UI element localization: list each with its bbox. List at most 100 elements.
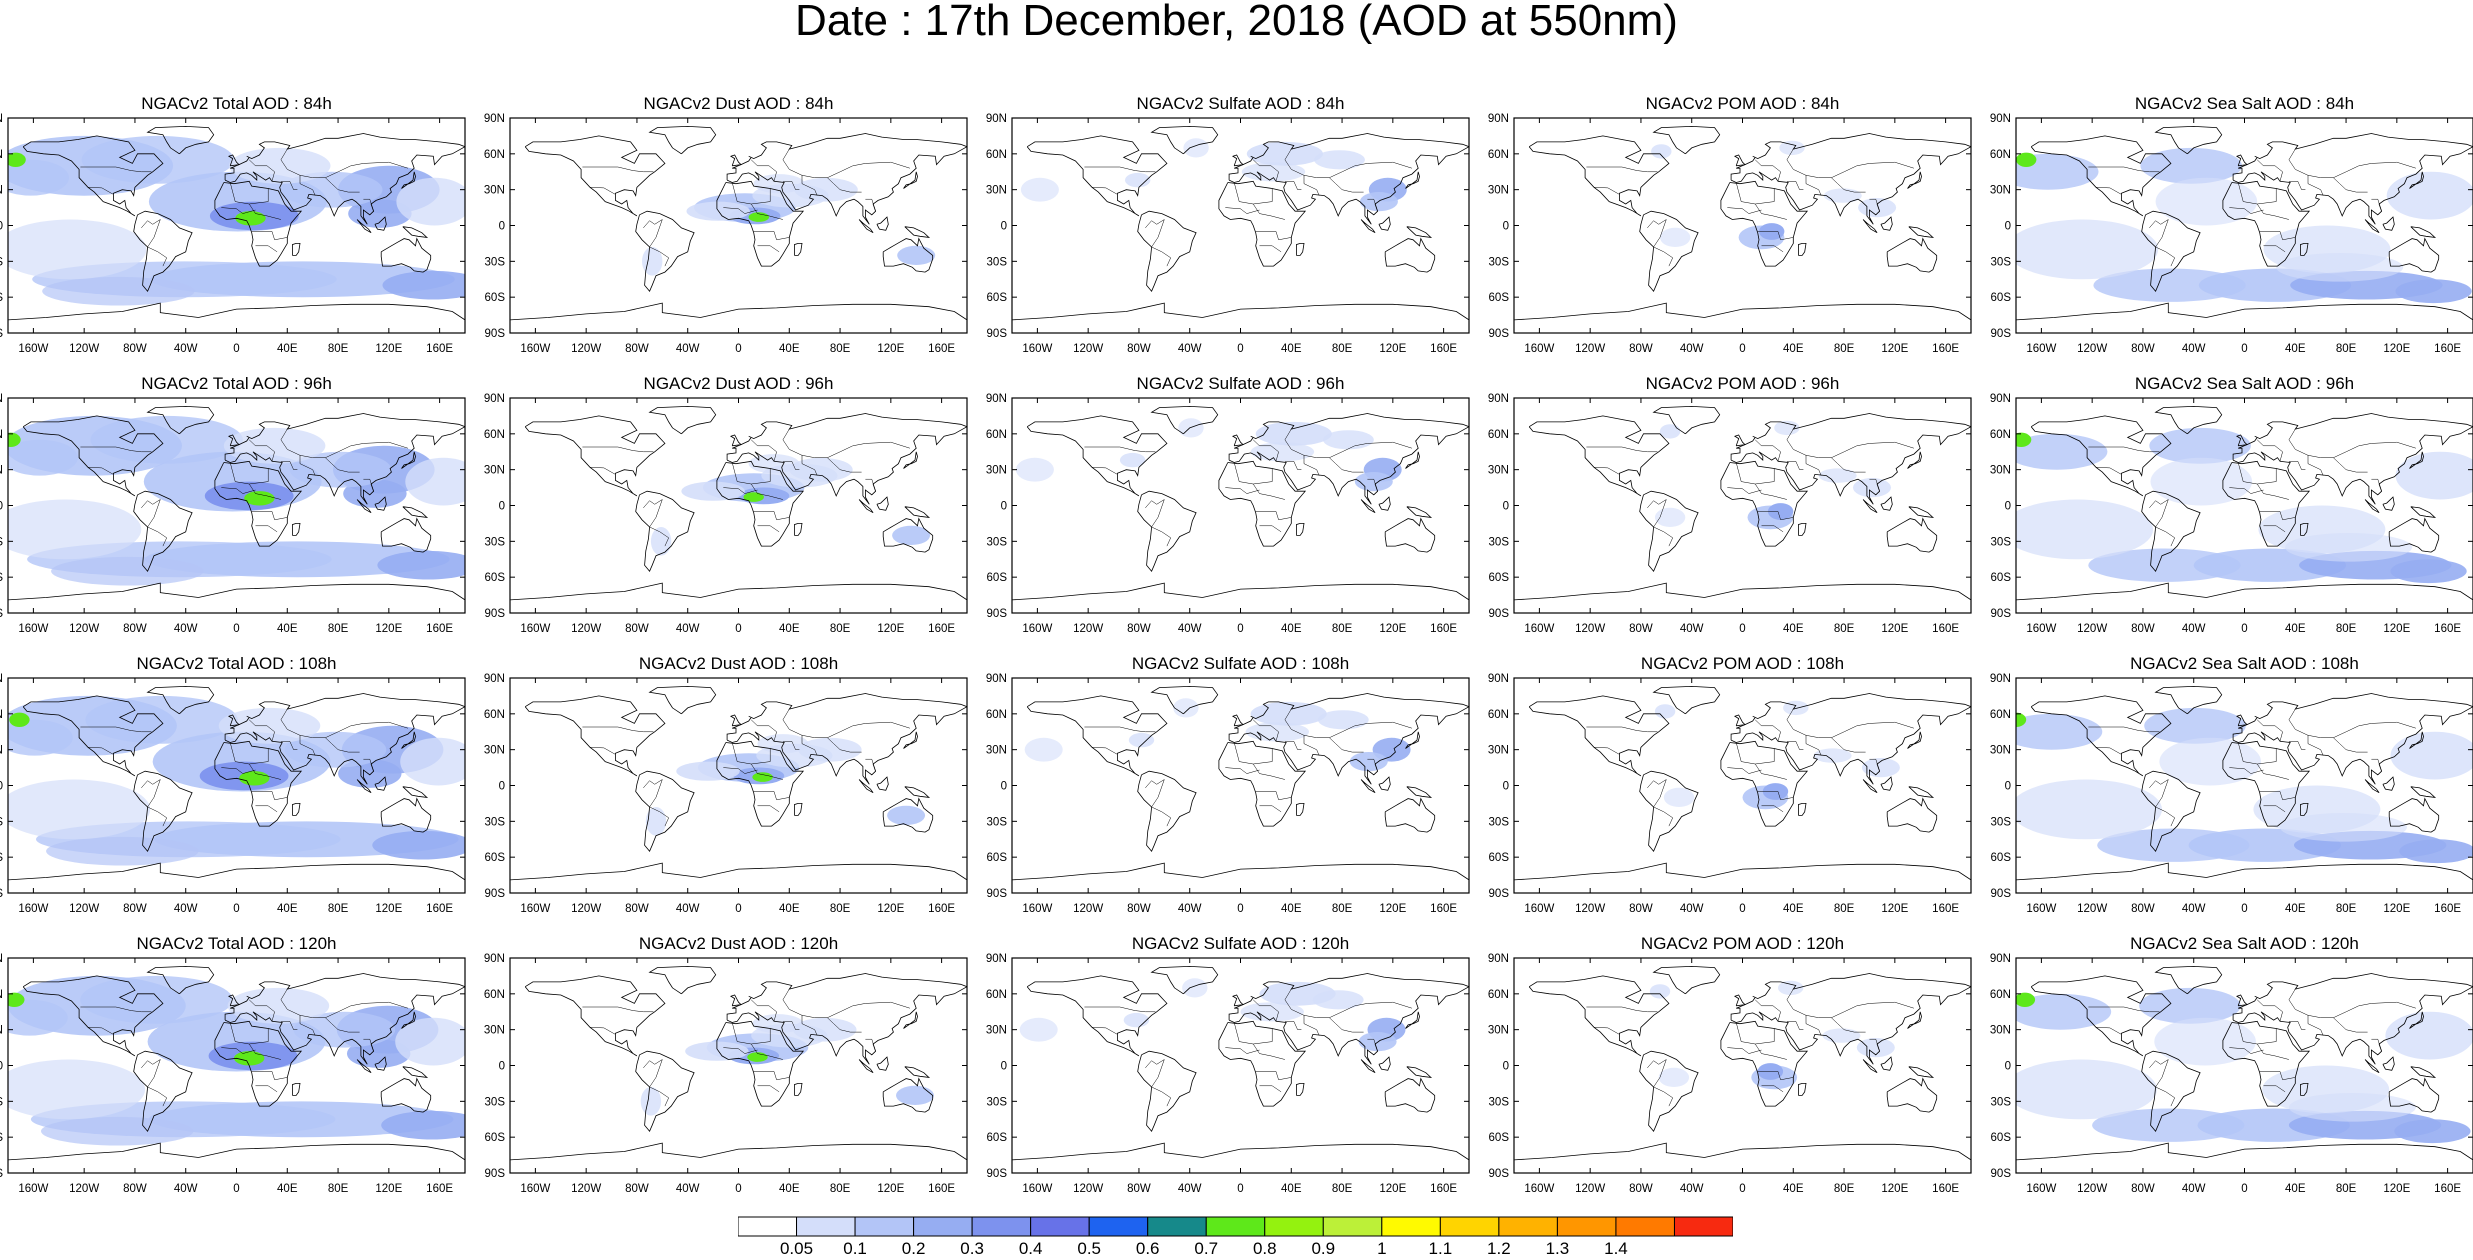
lat-label: 60N — [484, 429, 505, 441]
lon-label: 80E — [1332, 1183, 1353, 1195]
lon-label: 40E — [779, 903, 800, 915]
country-border — [1225, 487, 1260, 494]
country-border — [147, 1059, 161, 1088]
coastline — [8, 862, 465, 881]
coastline — [858, 219, 874, 234]
country-border — [87, 747, 114, 755]
lon-label: 40W — [676, 623, 700, 635]
coastline — [1378, 1056, 1391, 1071]
country-border — [147, 526, 168, 547]
panel-title: NGACv2 Sea Salt AOD : 120h — [2130, 934, 2359, 953]
country-border — [1786, 708, 1914, 738]
coastline — [1908, 1066, 1935, 1078]
lat-label: 90N — [1990, 393, 2011, 405]
coastline — [1528, 135, 1670, 217]
country-border — [782, 461, 800, 470]
country-border — [2155, 526, 2176, 547]
aod-blob — [2088, 548, 2241, 582]
lat-label: 90N — [1990, 113, 2011, 125]
aod-blob — [896, 1085, 934, 1105]
coastline — [882, 797, 934, 833]
country-border — [1593, 467, 1620, 475]
coastline — [227, 154, 240, 167]
map-frame — [1011, 677, 1470, 894]
aod-blob — [2093, 268, 2246, 302]
coastline — [1880, 1056, 1893, 1071]
aod-blob — [1183, 138, 1209, 158]
coastline — [133, 770, 193, 852]
country-border — [2088, 446, 2160, 453]
coastline — [726, 413, 967, 505]
coastline — [1908, 226, 1935, 238]
lat-label: 90N — [484, 113, 505, 125]
country-border — [1869, 1038, 1880, 1052]
aod-blob — [2280, 813, 2407, 842]
country-border — [2288, 741, 2306, 750]
coastline — [224, 413, 465, 505]
country-border — [299, 1015, 316, 1036]
coastline — [227, 994, 240, 1007]
lon-label: 120E — [2383, 343, 2410, 355]
coastline — [1652, 405, 1721, 435]
coastline — [876, 216, 889, 231]
colorbar-box — [1322, 1216, 1383, 1237]
country-border — [782, 741, 800, 750]
lat-label: 30N — [1488, 185, 1509, 197]
country-border — [280, 148, 408, 178]
aod-blob — [1119, 452, 1146, 468]
lon-label: 160E — [426, 343, 453, 355]
lat-label: 90N — [986, 113, 1007, 125]
coastline — [1360, 499, 1376, 514]
coastline — [1150, 405, 1219, 435]
coastline — [1880, 776, 1893, 791]
lat-label: 60S — [1991, 852, 2012, 864]
country-border — [757, 525, 780, 533]
country-border — [2259, 1071, 2296, 1081]
lat-label: 90S — [1489, 608, 1510, 620]
lat-label: 0 — [1001, 1061, 1007, 1073]
lon-label: 120E — [1379, 1183, 1406, 1195]
lon-label: 80W — [1127, 343, 1151, 355]
lat-label: 90S — [485, 608, 506, 620]
coastline — [2299, 1083, 2309, 1096]
coastline — [2154, 685, 2223, 715]
aod-blob — [1178, 418, 1204, 438]
lon-label: 40W — [676, 1183, 700, 1195]
country-border — [1259, 525, 1282, 533]
country-border — [589, 747, 616, 755]
country-border — [1653, 499, 1667, 528]
aod-blob — [395, 1017, 465, 1066]
lat-label: 60N — [484, 149, 505, 161]
panel-title: NGACv2 Dust AOD : 84h — [643, 94, 834, 113]
lon-label: 160W — [18, 343, 48, 355]
lon-label: 160W — [18, 623, 48, 635]
coastline — [1384, 1077, 1436, 1113]
coastline — [1026, 135, 1168, 217]
country-border — [1084, 446, 1156, 453]
country-border — [80, 446, 152, 453]
aod-map-sulfate: 90N 60N 30N 0 30S 60S 90S 160W 120W 80W 40W 0 40E 80E… — [986, 113, 1470, 355]
country-border — [589, 1027, 616, 1035]
lat-label: 90S — [485, 888, 506, 900]
aod-map-dust: 90N 60N 30N 0 30S 60S 90S 160W 120W 80W 40W 0 40E 80E… — [484, 113, 968, 355]
coastline — [524, 415, 666, 497]
lon-label: 80E — [2336, 903, 2357, 915]
country-border — [751, 439, 777, 462]
country-border — [1653, 219, 1667, 248]
coastline — [1218, 460, 1307, 547]
country-border — [1653, 526, 1674, 547]
country-border — [1225, 1047, 1260, 1054]
coastline — [2232, 973, 2473, 1065]
lon-label: 0 — [735, 343, 741, 355]
country-border — [1233, 462, 1273, 485]
coastline — [1405, 451, 1420, 469]
lon-label: 40W — [174, 1183, 198, 1195]
coastline — [904, 1066, 931, 1078]
country-border — [147, 219, 161, 248]
lon-label: 40E — [779, 623, 800, 635]
lat-label: 60N — [1990, 429, 2011, 441]
country-border — [1653, 246, 1674, 267]
country-border — [2371, 1038, 2382, 1052]
aod-blob — [1015, 457, 1054, 482]
country-border — [2229, 487, 2264, 494]
